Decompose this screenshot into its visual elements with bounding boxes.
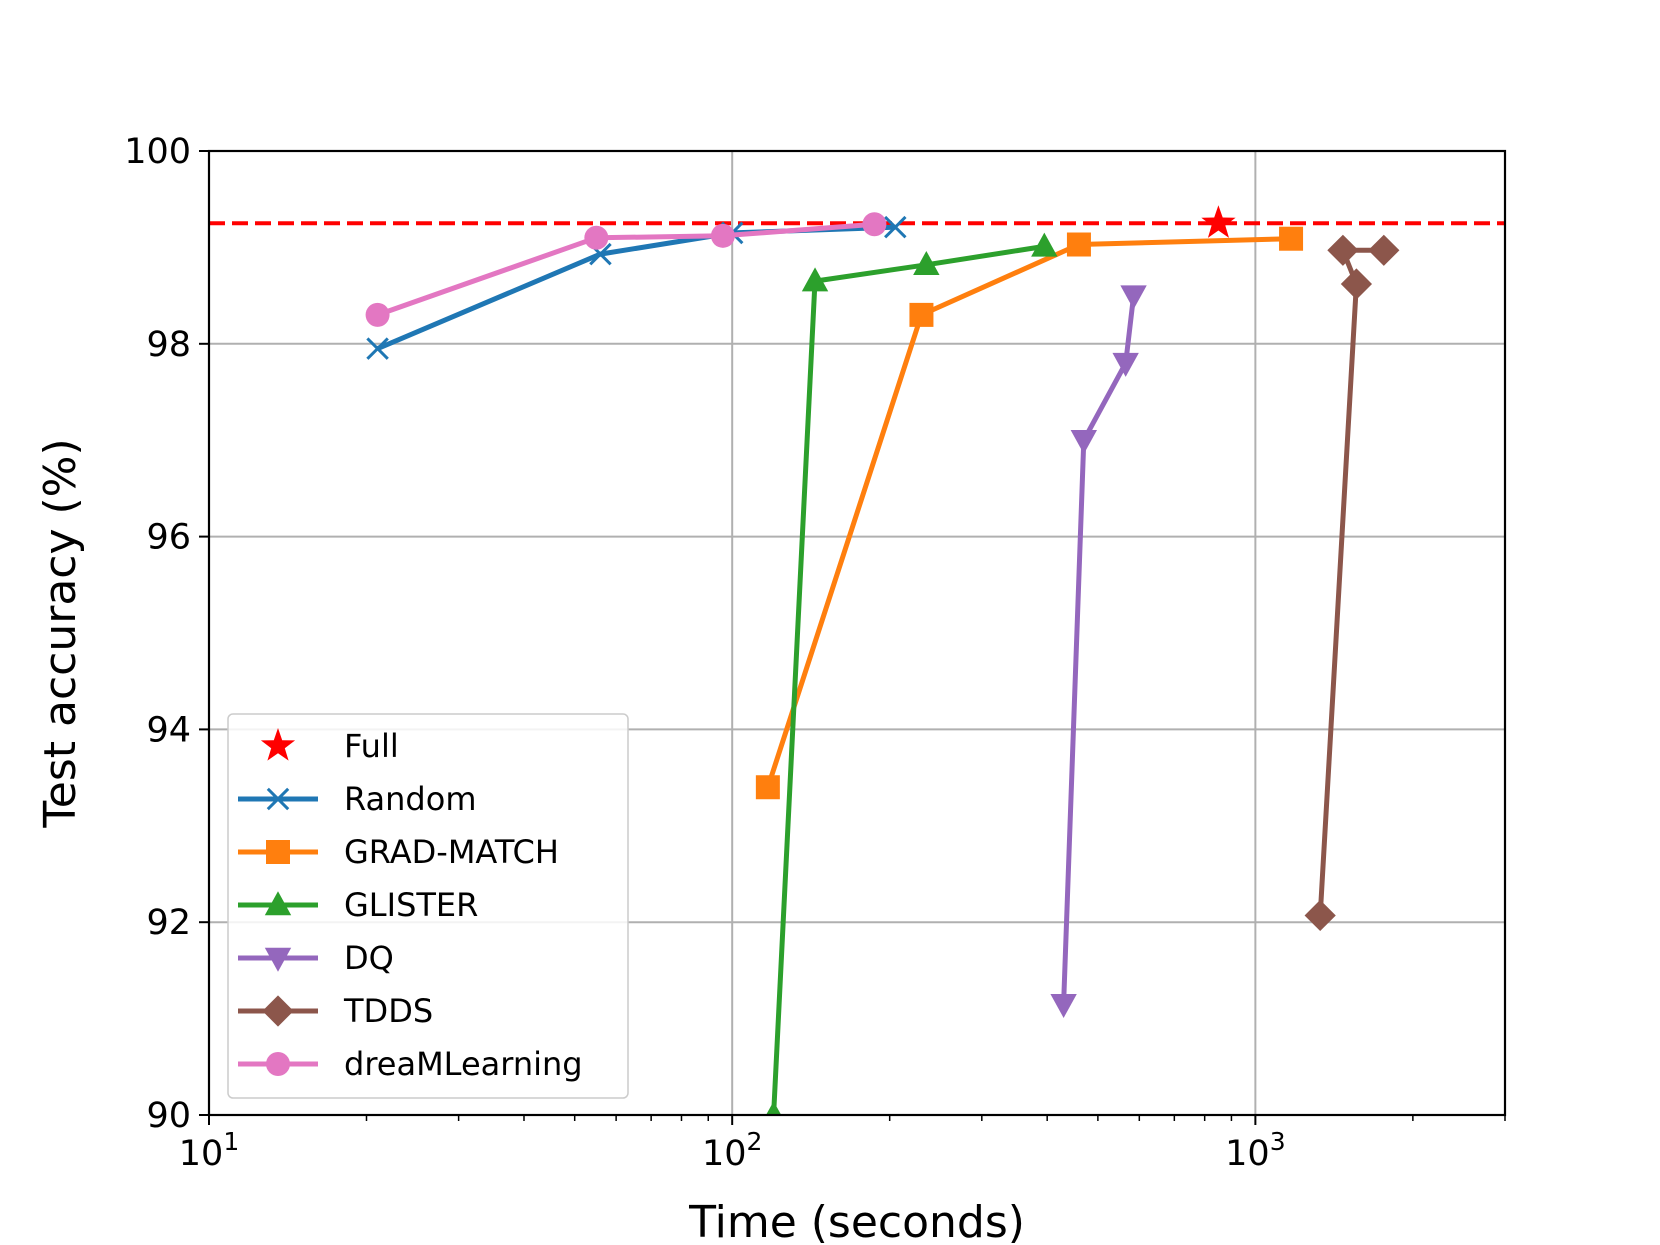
legend-marker-dreamlearning — [266, 1052, 290, 1076]
y-tick-label: 98 — [146, 325, 191, 365]
series-glister — [766, 232, 1058, 1115]
dreamlearning-point — [584, 225, 609, 250]
legend-marker-random — [266, 787, 290, 811]
glister-point — [1031, 232, 1058, 257]
series-full — [1201, 205, 1236, 238]
y-tick-label: 92 — [146, 903, 191, 943]
series-layer — [365, 205, 1400, 1115]
grad-match-point — [755, 775, 780, 800]
legend-marker-glister — [264, 891, 292, 916]
legend-item-full: Full — [260, 727, 399, 765]
legend-marker-dq — [264, 947, 292, 972]
y-tick-label: 96 — [146, 518, 191, 558]
legend: Full Random GRAD-MATCH GLISTER DQ TDDS dreaMLe… — [227, 713, 629, 1099]
series-grad-match — [755, 226, 1304, 800]
tdds-line — [1317, 247, 1384, 916]
tdds-point — [1327, 234, 1359, 266]
legend-marker-tdds — [262, 995, 294, 1027]
legend-label: DQ — [344, 939, 394, 977]
series-dreamlearning — [365, 212, 887, 327]
glister-point — [801, 267, 829, 292]
random-point — [366, 337, 389, 360]
grad-match-point — [909, 302, 934, 327]
legend-label: GLISTER — [344, 886, 478, 924]
legend-marker-full — [260, 728, 296, 761]
legend-marker-grad-match — [266, 840, 290, 864]
grad-match-point — [1066, 232, 1091, 257]
legend-label: GRAD-MATCH — [344, 833, 559, 871]
glister-point — [766, 1101, 782, 1115]
tdds-point — [1304, 899, 1336, 932]
legend-item-dq: DQ — [238, 939, 394, 977]
dq-point — [1120, 285, 1147, 310]
legend-label: dreaMLearning — [344, 1045, 583, 1083]
dq-point — [1050, 993, 1077, 1018]
glister-point — [913, 250, 940, 275]
tdds-point — [1368, 234, 1400, 266]
y-tick-label: 90 — [146, 1096, 191, 1136]
x-tick-label: 103 — [1225, 1127, 1285, 1174]
series-dq — [1050, 285, 1147, 1018]
series-tdds — [1304, 234, 1400, 932]
grad-match-line — [765, 236, 1292, 788]
legend-item-glister: GLISTER — [238, 886, 478, 924]
plot-frame — [207, 149, 1507, 1117]
dreamlearning-line — [376, 221, 875, 318]
legend-item-tdds: TDDS — [238, 992, 433, 1030]
x-tick-label: 101 — [179, 1127, 239, 1174]
legend-label: TDDS — [343, 992, 433, 1030]
full-point — [1201, 205, 1236, 238]
dq-point — [1070, 430, 1098, 454]
tdds-point — [1340, 268, 1373, 300]
y-tick-label: 100 — [124, 132, 191, 172]
random-point — [589, 242, 612, 266]
axis-ticks: 90 92 94 96 98 100 101 102 103 — [124, 132, 1285, 1174]
x-axis-label: Time (seconds) — [688, 1197, 1025, 1245]
legend-frame — [227, 713, 629, 1099]
dq-line — [1061, 295, 1137, 1005]
legend-label: Full — [344, 727, 399, 765]
dreamlearning-point — [710, 223, 735, 248]
y-axis-label: Test accuracy (%) — [35, 438, 86, 828]
dq-point — [1112, 352, 1139, 377]
legend-item-random: Random — [238, 780, 476, 818]
random-point — [884, 215, 907, 239]
legend-label: Random — [344, 780, 476, 818]
x-tick-label: 102 — [702, 1127, 762, 1174]
legend-item-dreamlearning: dreaMLearning — [238, 1045, 583, 1083]
y-tick-label: 94 — [146, 710, 191, 750]
glister-line — [771, 243, 1045, 1115]
grad-match-point — [1279, 226, 1304, 251]
legend-item-grad-match: GRAD-MATCH — [238, 833, 559, 871]
dreamlearning-point — [365, 302, 390, 327]
dreamlearning-point — [862, 212, 887, 237]
